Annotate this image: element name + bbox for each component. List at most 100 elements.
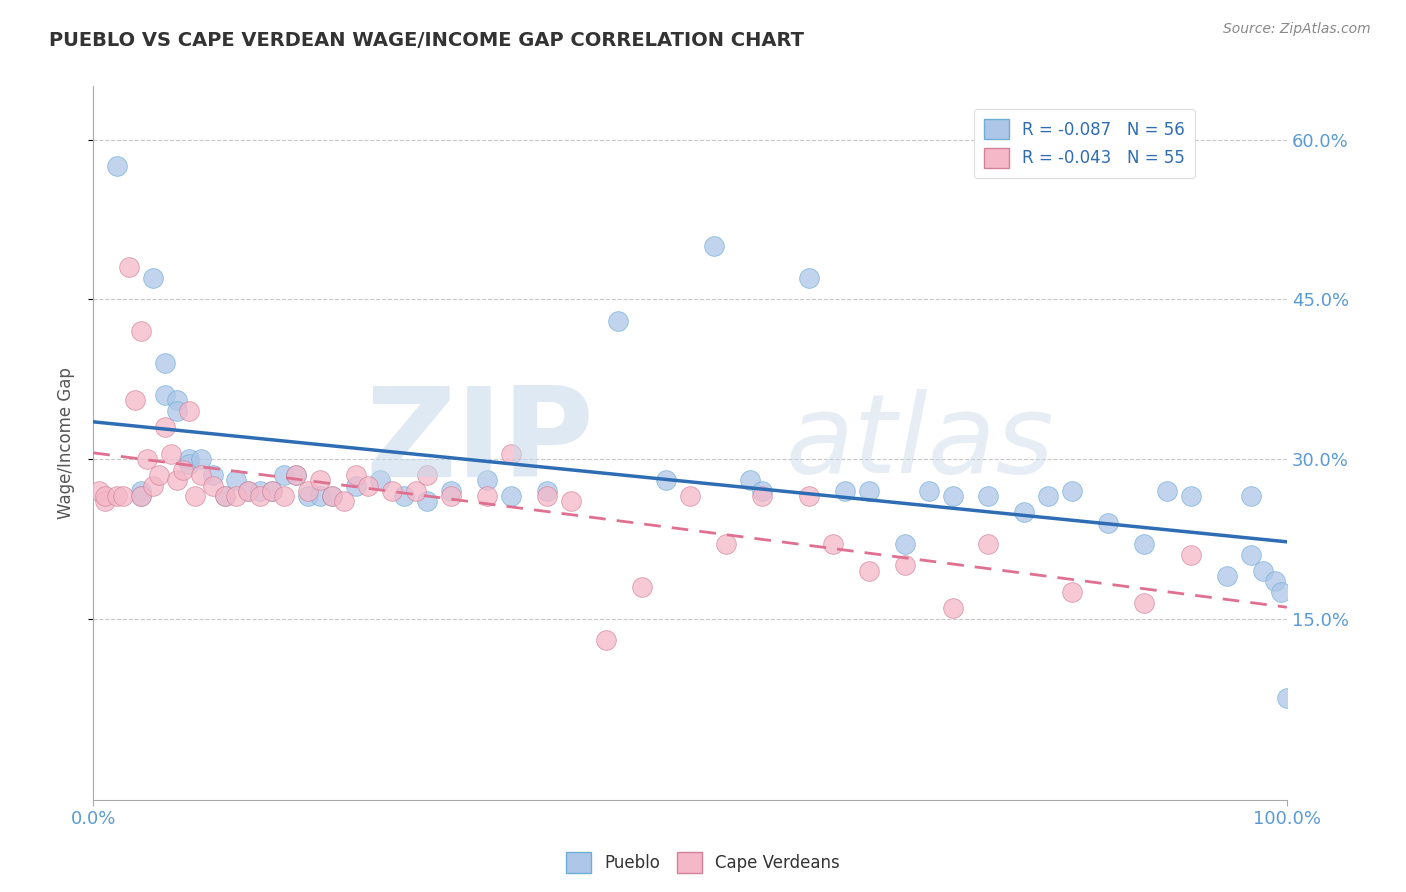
Point [560, 494, 582, 508]
Point [416, 467, 439, 482]
Point [166, 473, 188, 487]
Point [262, 483, 284, 498]
Point [201, 467, 224, 482]
Point [607, 313, 630, 327]
Point [273, 467, 295, 482]
Point [440, 489, 463, 503]
Point [1012, 505, 1035, 519]
Point [309, 489, 332, 503]
Point [1275, 691, 1298, 706]
Point [475, 489, 498, 503]
Point [703, 239, 725, 253]
Point [89, 483, 111, 498]
Point [1060, 585, 1083, 599]
Point [799, 489, 821, 503]
Point [475, 473, 498, 487]
Y-axis label: Wage/Income Gap: Wage/Income Gap [58, 367, 75, 519]
Point [190, 451, 212, 466]
Point [142, 271, 165, 285]
Point [112, 489, 135, 503]
Point [225, 489, 247, 503]
Point [214, 489, 236, 503]
Point [405, 483, 427, 498]
Point [333, 494, 356, 508]
Point [1216, 569, 1239, 583]
Point [177, 451, 200, 466]
Point [238, 483, 260, 498]
Point [201, 478, 224, 492]
Point [1132, 537, 1154, 551]
Point [177, 404, 200, 418]
Point [1036, 489, 1059, 503]
Point [381, 483, 404, 498]
Point [416, 494, 439, 508]
Point [225, 473, 247, 487]
Point [1132, 596, 1154, 610]
Point [297, 483, 319, 498]
Point [751, 483, 773, 498]
Point [738, 473, 761, 487]
Point [153, 420, 176, 434]
Point [105, 489, 128, 503]
Text: ZIP: ZIP [366, 383, 595, 503]
Point [751, 489, 773, 503]
Point [285, 467, 308, 482]
Point [942, 601, 965, 615]
Point [94, 489, 117, 503]
Point [977, 537, 1000, 551]
Point [190, 467, 212, 482]
Point [159, 447, 181, 461]
Text: PUEBLO VS CAPE VERDEAN WAGE/INCOME GAP CORRELATION CHART: PUEBLO VS CAPE VERDEAN WAGE/INCOME GAP C… [49, 31, 804, 50]
Point [1060, 483, 1083, 498]
Point [94, 494, 117, 508]
Point [1097, 516, 1119, 530]
Point [136, 451, 159, 466]
Point [344, 478, 367, 492]
Legend: R = -0.087   N = 56, R = -0.043   N = 55: R = -0.087 N = 56, R = -0.043 N = 55 [974, 109, 1195, 178]
Point [357, 478, 380, 492]
Point [153, 356, 176, 370]
Point [166, 404, 188, 418]
Point [368, 473, 391, 487]
Point [631, 580, 654, 594]
Point [262, 483, 284, 498]
Point [1180, 489, 1202, 503]
Point [799, 271, 821, 285]
Point [834, 483, 856, 498]
Point [714, 537, 737, 551]
Point [321, 489, 343, 503]
Point [1240, 489, 1263, 503]
Point [166, 393, 188, 408]
Point [499, 447, 522, 461]
Point [238, 483, 260, 498]
Point [392, 489, 415, 503]
Point [249, 483, 271, 498]
Point [942, 489, 965, 503]
Point [177, 457, 200, 471]
Point [1270, 585, 1292, 599]
Point [1240, 548, 1263, 562]
Point [142, 478, 165, 492]
Point [118, 260, 141, 275]
Text: atlas: atlas [786, 390, 1054, 497]
Point [129, 489, 152, 503]
Point [1156, 483, 1178, 498]
Point [321, 489, 343, 503]
Point [172, 462, 194, 476]
Point [823, 537, 845, 551]
Point [655, 473, 678, 487]
Point [129, 324, 152, 338]
Point [105, 159, 128, 173]
Point [595, 632, 617, 647]
Point [536, 489, 558, 503]
Point [309, 473, 332, 487]
Text: Source: ZipAtlas.com: Source: ZipAtlas.com [1223, 22, 1371, 37]
Point [148, 467, 170, 482]
Point [124, 393, 146, 408]
Point [1180, 548, 1202, 562]
Point [977, 489, 1000, 503]
Point [918, 483, 941, 498]
Point [499, 489, 522, 503]
Point [894, 558, 917, 573]
Point [344, 467, 367, 482]
